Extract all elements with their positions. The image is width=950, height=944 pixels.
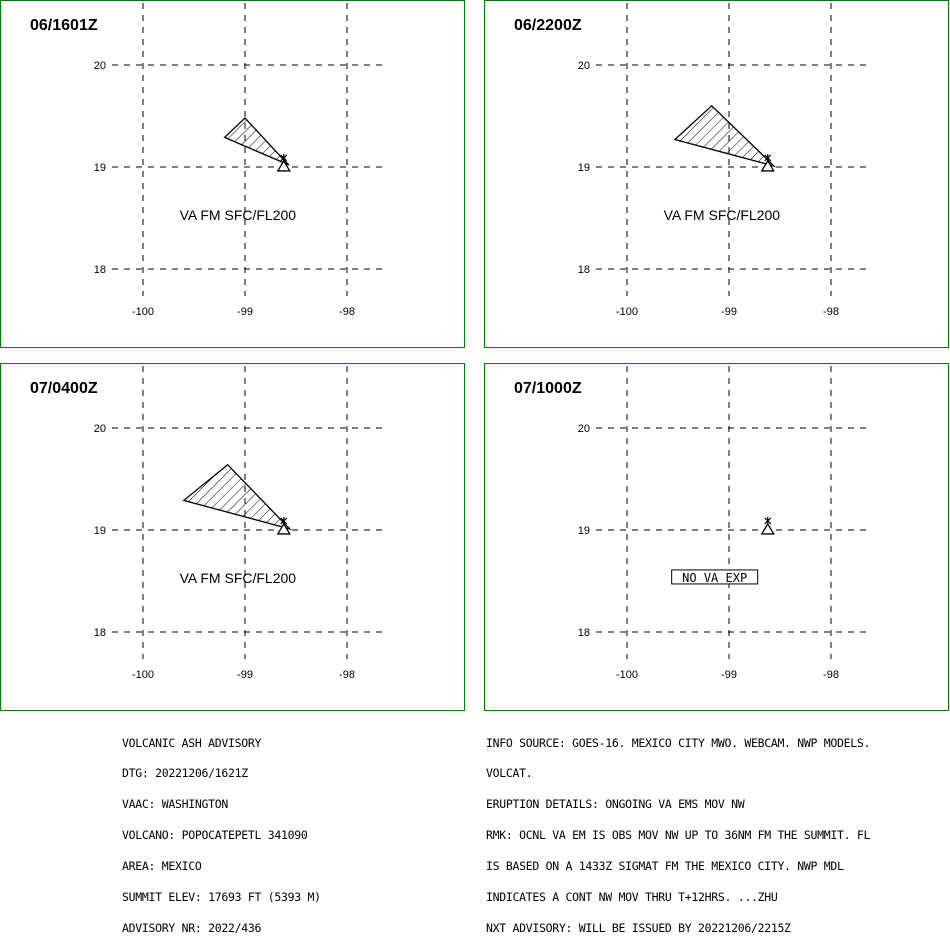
advisory-line: SUMMIT ELEV: 17693 FT (5393 M) <box>122 890 321 905</box>
advisory-line: INDICATES A CONT NW MOV THRU T+12HRS. ..… <box>486 890 778 905</box>
lon-tick-label: -100 <box>616 669 638 681</box>
ash-cloud-polygon <box>182 463 293 531</box>
panel-border <box>484 0 949 348</box>
lat-tick-label: 19 <box>94 525 106 537</box>
lat-tick-label: 18 <box>578 264 590 276</box>
forecast-panel-1: -100 -99 -98 20 19 18 VA FM SFC/FL200 06/1601Z <box>0 0 465 348</box>
lat-tick-label: 19 <box>94 162 106 174</box>
panel-time: 06/2200Z <box>514 17 582 34</box>
panel-border <box>0 363 465 711</box>
no-ash-box <box>671 569 759 585</box>
lon-tick-label: -100 <box>132 669 154 681</box>
lon-tick-label: -99 <box>237 306 253 318</box>
advisory-line: DTG: 20221206/1621Z <box>122 766 248 781</box>
volcano-icon <box>760 153 775 172</box>
panel-border <box>0 0 465 348</box>
advisory-header-block: VOLCANIC ASH ADVISORY DTG: 20221206/1621… <box>122 717 321 944</box>
lat-tick-label: 20 <box>578 60 590 72</box>
lat-tick-label: 19 <box>578 525 590 537</box>
panel-border <box>484 363 949 711</box>
lat-tick-label: 20 <box>94 60 106 72</box>
advisory-line: VOLCANIC ASH ADVISORY <box>122 735 262 750</box>
lat-tick-label: 18 <box>94 627 106 639</box>
lat-tick-label: 19 <box>578 162 590 174</box>
ash-level-label: VA FM SFC/FL200 <box>180 207 297 223</box>
lon-tick-label: -98 <box>339 669 355 681</box>
lat-tick-label: 18 <box>94 264 106 276</box>
advisory-details-block: INFO SOURCE: GOES-16. MEXICO CITY MWO. W… <box>486 717 870 944</box>
map-canvas: -100 -99 -98 20 19 18 VA FM SFC/FL200 <box>484 0 949 348</box>
panel-time: 06/1601Z <box>30 17 98 34</box>
lon-tick-label: -99 <box>721 306 737 318</box>
lat-tick-label: 20 <box>94 423 106 435</box>
map-canvas: -100 -99 -98 20 19 18 VA FM SFC/FL200 <box>0 363 465 711</box>
ash-level-label: VA FM SFC/FL200 <box>180 570 297 586</box>
forecast-panel-3: -100 -99 -98 20 19 18 VA FM SFC/FL200 07/0400Z <box>0 363 465 711</box>
advisory-line: RMK: OCNL VA EM IS OBS MOV NW UP TO 36NM… <box>486 828 871 843</box>
map-canvas: -100 -99 -98 20 19 18 NO VA EXP <box>484 363 949 711</box>
advisory-line: VOLCANO: POPOCATEPETL 341090 <box>122 828 308 843</box>
advisory-line: ERUPTION DETAILS: ONGOING VA EMS MOV NW <box>486 797 745 812</box>
advisory-line: VAAC: WASHINGTON <box>122 797 228 812</box>
forecast-panel-4: -100 -99 -98 20 19 18 NO VA EXP 07/1000Z <box>484 363 949 711</box>
panel-time: 07/0400Z <box>30 380 98 397</box>
lon-tick-label: -98 <box>823 306 839 318</box>
forecast-panel-2: -100 -99 -98 20 19 18 VA FM SFC/FL200 06/2200Z <box>484 0 949 348</box>
advisory-line: ADVISORY NR: 2022/436 <box>122 920 262 935</box>
lon-tick-label: -98 <box>823 669 839 681</box>
lon-tick-label: -99 <box>721 669 737 681</box>
lon-tick-label: -98 <box>339 306 355 318</box>
volcano-icon <box>760 516 775 535</box>
ash-cloud-polygon <box>223 117 290 166</box>
advisory-line: INFO SOURCE: GOES-16. MEXICO CITY MWO. W… <box>486 735 871 750</box>
ash-level-label: VA FM SFC/FL200 <box>664 207 781 223</box>
advisory-line: AREA: MEXICO <box>122 859 202 874</box>
panel-time: 07/1000Z <box>514 380 582 397</box>
ash-cloud-polygon <box>673 104 777 168</box>
map-canvas: -100 -99 -98 20 19 18 VA FM SFC/FL200 <box>0 0 465 348</box>
lon-tick-label: -99 <box>237 669 253 681</box>
lon-tick-label: -100 <box>616 306 638 318</box>
volcano-icon <box>276 516 291 535</box>
volcano-icon <box>276 153 291 172</box>
lon-tick-label: -100 <box>132 306 154 318</box>
advisory-line: VOLCAT. <box>486 766 533 781</box>
advisory-line: IS BASED ON A 1433Z SIGMAT FM THE MEXICO… <box>486 859 844 874</box>
lat-tick-label: 18 <box>578 627 590 639</box>
no-ash-label: NO VA EXP <box>682 571 747 585</box>
lat-tick-label: 20 <box>578 423 590 435</box>
advisory-line: NXT ADVISORY: WILL BE ISSUED BY 20221206… <box>486 920 791 935</box>
